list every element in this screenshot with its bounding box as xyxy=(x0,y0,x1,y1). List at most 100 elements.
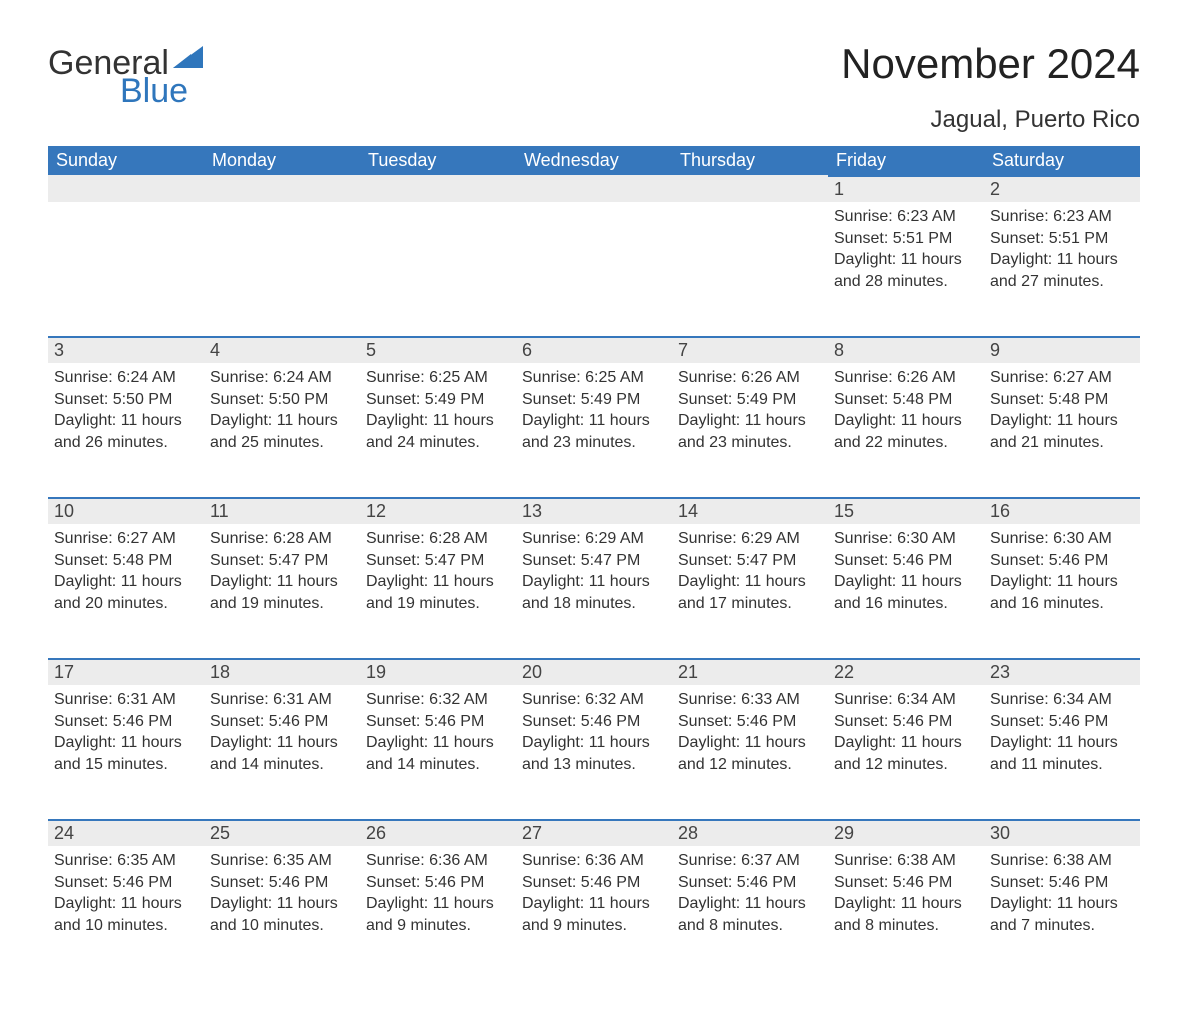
day-cell: Sunrise: 6:24 AMSunset: 5:50 PMDaylight:… xyxy=(204,363,360,493)
daylight-text: Daylight: 11 hours and 22 minutes. xyxy=(834,410,978,453)
sunset-text: Sunset: 5:48 PM xyxy=(990,389,1134,411)
day-cell: Sunrise: 6:38 AMSunset: 5:46 PMDaylight:… xyxy=(984,846,1140,976)
day-cell: Sunrise: 6:27 AMSunset: 5:48 PMDaylight:… xyxy=(984,363,1140,493)
day-cell: Sunrise: 6:32 AMSunset: 5:46 PMDaylight:… xyxy=(516,685,672,815)
day-number-cell: 23 xyxy=(984,658,1140,685)
day-number-cell xyxy=(672,175,828,202)
page-title: November 2024 xyxy=(841,40,1140,88)
sunset-text: Sunset: 5:46 PM xyxy=(678,872,822,894)
sunrise-text: Sunrise: 6:28 AM xyxy=(210,528,354,550)
day-cell: Sunrise: 6:23 AMSunset: 5:51 PMDaylight:… xyxy=(984,202,1140,332)
sunrise-text: Sunrise: 6:35 AM xyxy=(210,850,354,872)
day-number-cell: 5 xyxy=(360,336,516,363)
daylight-text: Daylight: 11 hours and 13 minutes. xyxy=(522,732,666,775)
sunset-text: Sunset: 5:47 PM xyxy=(678,550,822,572)
sunrise-text: Sunrise: 6:23 AM xyxy=(834,206,978,228)
sunrise-text: Sunrise: 6:24 AM xyxy=(54,367,198,389)
daylight-text: Daylight: 11 hours and 14 minutes. xyxy=(210,732,354,775)
sunset-text: Sunset: 5:46 PM xyxy=(990,550,1134,572)
daylight-text: Daylight: 11 hours and 25 minutes. xyxy=(210,410,354,453)
daylight-text: Daylight: 11 hours and 11 minutes. xyxy=(990,732,1134,775)
weekday-header: Friday xyxy=(828,146,984,175)
day-cell: Sunrise: 6:24 AMSunset: 5:50 PMDaylight:… xyxy=(48,363,204,493)
sunrise-text: Sunrise: 6:25 AM xyxy=(522,367,666,389)
sunrise-text: Sunrise: 6:29 AM xyxy=(522,528,666,550)
daylight-text: Daylight: 11 hours and 21 minutes. xyxy=(990,410,1134,453)
calendar-header: SundayMondayTuesdayWednesdayThursdayFrid… xyxy=(48,146,1140,175)
sunset-text: Sunset: 5:46 PM xyxy=(990,872,1134,894)
day-cell: Sunrise: 6:26 AMSunset: 5:48 PMDaylight:… xyxy=(828,363,984,493)
sunset-text: Sunset: 5:50 PM xyxy=(54,389,198,411)
daylight-text: Daylight: 11 hours and 18 minutes. xyxy=(522,571,666,614)
calendar-body: 12Sunrise: 6:23 AMSunset: 5:51 PMDayligh… xyxy=(48,175,1140,976)
day-cell xyxy=(204,202,360,332)
sunset-text: Sunset: 5:46 PM xyxy=(366,872,510,894)
day-number-cell: 14 xyxy=(672,497,828,524)
daylight-text: Daylight: 11 hours and 10 minutes. xyxy=(210,893,354,936)
sunrise-text: Sunrise: 6:38 AM xyxy=(990,850,1134,872)
sunset-text: Sunset: 5:46 PM xyxy=(522,711,666,733)
day-cell: Sunrise: 6:34 AMSunset: 5:46 PMDaylight:… xyxy=(828,685,984,815)
daylight-text: Daylight: 11 hours and 10 minutes. xyxy=(54,893,198,936)
sunrise-text: Sunrise: 6:34 AM xyxy=(990,689,1134,711)
sunset-text: Sunset: 5:47 PM xyxy=(366,550,510,572)
weekday-header: Tuesday xyxy=(360,146,516,175)
day-cell xyxy=(360,202,516,332)
sunrise-text: Sunrise: 6:24 AM xyxy=(210,367,354,389)
day-cell: Sunrise: 6:36 AMSunset: 5:46 PMDaylight:… xyxy=(516,846,672,976)
sunset-text: Sunset: 5:49 PM xyxy=(522,389,666,411)
sunset-text: Sunset: 5:50 PM xyxy=(210,389,354,411)
weekday-header: Monday xyxy=(204,146,360,175)
day-number-cell: 15 xyxy=(828,497,984,524)
day-cell: Sunrise: 6:29 AMSunset: 5:47 PMDaylight:… xyxy=(672,524,828,654)
daylight-text: Daylight: 11 hours and 8 minutes. xyxy=(678,893,822,936)
daylight-text: Daylight: 11 hours and 24 minutes. xyxy=(366,410,510,453)
weekday-header: Saturday xyxy=(984,146,1140,175)
weekday-header: Thursday xyxy=(672,146,828,175)
sunset-text: Sunset: 5:46 PM xyxy=(210,872,354,894)
day-number-cell: 10 xyxy=(48,497,204,524)
sunrise-text: Sunrise: 6:27 AM xyxy=(990,367,1134,389)
sunrise-text: Sunrise: 6:30 AM xyxy=(990,528,1134,550)
sunset-text: Sunset: 5:46 PM xyxy=(834,872,978,894)
daylight-text: Daylight: 11 hours and 12 minutes. xyxy=(834,732,978,775)
sunset-text: Sunset: 5:48 PM xyxy=(834,389,978,411)
daylight-text: Daylight: 11 hours and 28 minutes. xyxy=(834,249,978,292)
sunrise-text: Sunrise: 6:36 AM xyxy=(522,850,666,872)
sunrise-text: Sunrise: 6:38 AM xyxy=(834,850,978,872)
sunset-text: Sunset: 5:51 PM xyxy=(834,228,978,250)
title-block: November 2024 Jagual, Puerto Rico xyxy=(841,40,1140,134)
day-number-cell: 11 xyxy=(204,497,360,524)
day-cell: Sunrise: 6:23 AMSunset: 5:51 PMDaylight:… xyxy=(828,202,984,332)
day-number-cell xyxy=(48,175,204,202)
day-cell: Sunrise: 6:29 AMSunset: 5:47 PMDaylight:… xyxy=(516,524,672,654)
day-cell: Sunrise: 6:26 AMSunset: 5:49 PMDaylight:… xyxy=(672,363,828,493)
day-number-cell: 30 xyxy=(984,819,1140,846)
day-number-cell: 26 xyxy=(360,819,516,846)
day-cell: Sunrise: 6:27 AMSunset: 5:48 PMDaylight:… xyxy=(48,524,204,654)
daylight-text: Daylight: 11 hours and 8 minutes. xyxy=(834,893,978,936)
sunrise-text: Sunrise: 6:26 AM xyxy=(834,367,978,389)
location-text: Jagual, Puerto Rico xyxy=(841,106,1140,134)
daylight-text: Daylight: 11 hours and 14 minutes. xyxy=(366,732,510,775)
day-number-cell: 19 xyxy=(360,658,516,685)
daylight-text: Daylight: 11 hours and 26 minutes. xyxy=(54,410,198,453)
sunset-text: Sunset: 5:46 PM xyxy=(990,711,1134,733)
sunset-text: Sunset: 5:46 PM xyxy=(54,711,198,733)
header-row: General Blue November 2024 Jagual, Puert… xyxy=(48,40,1140,134)
sail-icon xyxy=(173,40,203,74)
daylight-text: Daylight: 11 hours and 7 minutes. xyxy=(990,893,1134,936)
sunrise-text: Sunrise: 6:31 AM xyxy=(210,689,354,711)
sunrise-text: Sunrise: 6:31 AM xyxy=(54,689,198,711)
weekday-header: Wednesday xyxy=(516,146,672,175)
calendar-table: SundayMondayTuesdayWednesdayThursdayFrid… xyxy=(48,146,1140,976)
day-number-cell: 27 xyxy=(516,819,672,846)
day-number-cell: 21 xyxy=(672,658,828,685)
sunrise-text: Sunrise: 6:36 AM xyxy=(366,850,510,872)
day-number-cell: 20 xyxy=(516,658,672,685)
day-number-cell: 13 xyxy=(516,497,672,524)
daylight-text: Daylight: 11 hours and 19 minutes. xyxy=(210,571,354,614)
day-cell xyxy=(672,202,828,332)
day-cell: Sunrise: 6:34 AMSunset: 5:46 PMDaylight:… xyxy=(984,685,1140,815)
day-cell: Sunrise: 6:28 AMSunset: 5:47 PMDaylight:… xyxy=(360,524,516,654)
